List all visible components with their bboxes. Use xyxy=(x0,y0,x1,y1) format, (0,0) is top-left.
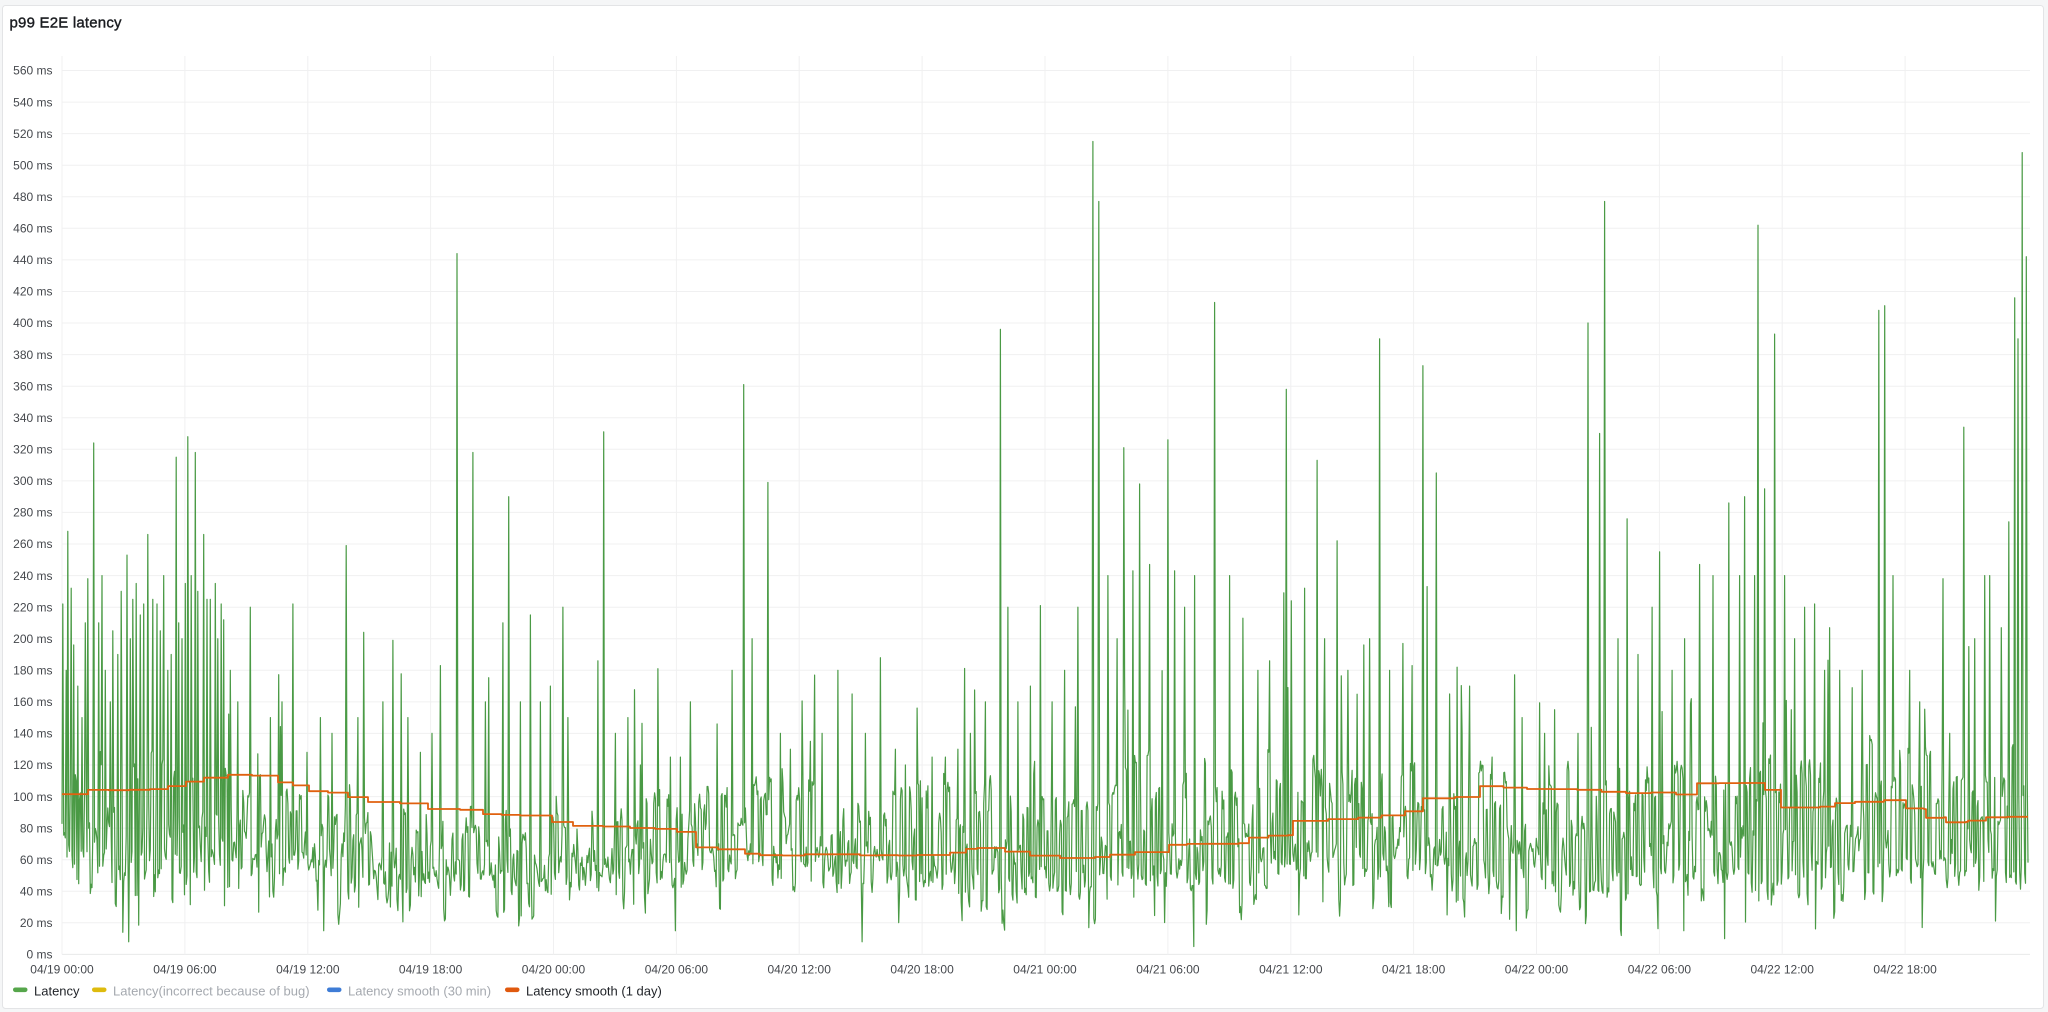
svg-text:440 ms: 440 ms xyxy=(13,253,52,267)
svg-text:280 ms: 280 ms xyxy=(13,506,52,520)
svg-text:200 ms: 200 ms xyxy=(13,632,52,646)
svg-text:160 ms: 160 ms xyxy=(13,695,52,709)
svg-text:260 ms: 260 ms xyxy=(13,537,52,551)
svg-text:04/22 00:00: 04/22 00:00 xyxy=(1505,963,1569,977)
svg-text:380 ms: 380 ms xyxy=(13,348,52,362)
svg-text:04/21 12:00: 04/21 12:00 xyxy=(1259,963,1323,977)
svg-text:460 ms: 460 ms xyxy=(13,222,52,236)
svg-text:140 ms: 140 ms xyxy=(13,727,52,741)
svg-text:80 ms: 80 ms xyxy=(20,821,53,835)
svg-text:p99 E2E latency: p99 E2E latency xyxy=(10,15,123,32)
svg-text:180 ms: 180 ms xyxy=(13,664,52,678)
svg-text:240 ms: 240 ms xyxy=(13,569,52,583)
svg-text:04/21 06:00: 04/21 06:00 xyxy=(1136,963,1200,977)
svg-text:04/19 12:00: 04/19 12:00 xyxy=(276,963,340,977)
svg-text:500 ms: 500 ms xyxy=(13,158,52,172)
svg-text:04/22 18:00: 04/22 18:00 xyxy=(1873,963,1937,977)
svg-text:04/21 00:00: 04/21 00:00 xyxy=(1013,963,1077,977)
svg-text:300 ms: 300 ms xyxy=(13,474,52,488)
svg-text:480 ms: 480 ms xyxy=(13,190,52,204)
svg-text:04/20 12:00: 04/20 12:00 xyxy=(767,963,831,977)
svg-text:04/19 06:00: 04/19 06:00 xyxy=(153,963,217,977)
svg-text:60 ms: 60 ms xyxy=(20,853,53,867)
svg-text:04/20 00:00: 04/20 00:00 xyxy=(522,963,586,977)
svg-text:04/22 06:00: 04/22 06:00 xyxy=(1628,963,1692,977)
svg-text:320 ms: 320 ms xyxy=(13,443,52,457)
svg-text:360 ms: 360 ms xyxy=(13,379,52,393)
svg-text:Latency smooth (1 day): Latency smooth (1 day) xyxy=(526,984,662,999)
svg-text:40 ms: 40 ms xyxy=(20,885,53,899)
svg-text:220 ms: 220 ms xyxy=(13,600,52,614)
svg-text:04/19 00:00: 04/19 00:00 xyxy=(30,963,94,977)
svg-text:Latency(incorrect because of b: Latency(incorrect because of bug) xyxy=(113,984,310,999)
svg-text:120 ms: 120 ms xyxy=(13,758,52,772)
svg-text:04/21 18:00: 04/21 18:00 xyxy=(1382,963,1446,977)
svg-text:340 ms: 340 ms xyxy=(13,411,52,425)
svg-text:420 ms: 420 ms xyxy=(13,285,52,299)
svg-text:04/19 18:00: 04/19 18:00 xyxy=(399,963,463,977)
svg-text:100 ms: 100 ms xyxy=(13,790,52,804)
svg-text:20 ms: 20 ms xyxy=(20,916,53,930)
svg-text:520 ms: 520 ms xyxy=(13,127,52,141)
svg-text:400 ms: 400 ms xyxy=(13,316,52,330)
svg-text:560 ms: 560 ms xyxy=(13,64,52,78)
svg-text:04/20 18:00: 04/20 18:00 xyxy=(890,963,954,977)
svg-text:0 ms: 0 ms xyxy=(26,948,52,962)
svg-text:Latency: Latency xyxy=(34,984,80,999)
svg-text:Latency smooth (30 min): Latency smooth (30 min) xyxy=(348,984,491,999)
svg-text:540 ms: 540 ms xyxy=(13,95,52,109)
svg-text:04/20 06:00: 04/20 06:00 xyxy=(645,963,709,977)
svg-text:04/22 12:00: 04/22 12:00 xyxy=(1750,963,1814,977)
